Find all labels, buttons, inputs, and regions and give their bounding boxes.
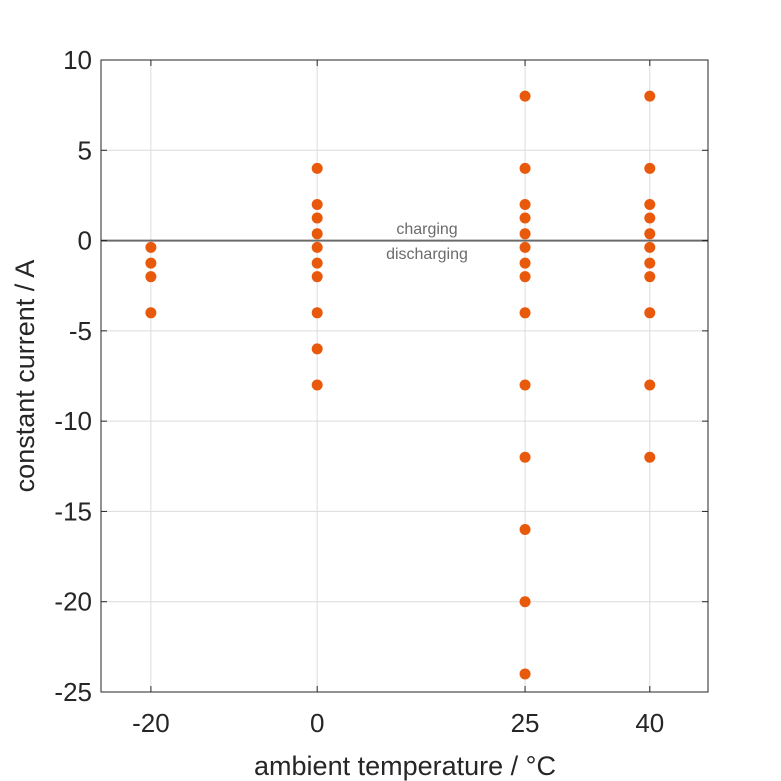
data-point: [311, 307, 323, 319]
data-point: [519, 228, 531, 240]
data-point: [311, 241, 323, 253]
data-point: [519, 198, 531, 210]
y-tick-label: 5: [78, 135, 92, 165]
data-point: [644, 271, 656, 283]
annotation-discharging: discharging: [386, 246, 468, 263]
data-point: [519, 379, 531, 391]
x-tick-label: 0: [310, 708, 324, 738]
data-point: [311, 198, 323, 210]
x-tick-label: 25: [511, 708, 540, 738]
plot-background: [101, 60, 708, 692]
data-point: [145, 241, 157, 253]
x-tick-label: -20: [132, 708, 170, 738]
data-point: [644, 379, 656, 391]
tick-marks: [101, 59, 708, 693]
data-point: [519, 307, 531, 319]
data-point: [519, 241, 531, 253]
y-tick-label: 0: [78, 226, 92, 256]
data-point: [145, 271, 157, 283]
data-point: [519, 162, 531, 174]
data-point: [644, 257, 656, 269]
tick-labels: -20 0 25 40 10 5 0 -5 -10 -15 -20 -25: [54, 45, 664, 738]
data-point: [145, 307, 157, 319]
data-point: [644, 228, 656, 240]
data-point: [519, 212, 531, 224]
data-point: [145, 257, 157, 269]
y-tick-label: -15: [54, 496, 92, 526]
x-tick-label: 40: [635, 708, 664, 738]
data-point: [519, 271, 531, 283]
data-point: [644, 212, 656, 224]
data-point: [519, 668, 531, 680]
y-tick-label: -5: [69, 316, 92, 346]
data-point: [311, 212, 323, 224]
plot-frame: [100, 59, 709, 693]
data-point: [311, 271, 323, 283]
data-point: [644, 451, 656, 463]
data-point: [519, 596, 531, 608]
y-tick-label: -25: [54, 677, 92, 707]
data-point: [311, 379, 323, 391]
data-point: [644, 307, 656, 319]
data-point: [311, 343, 323, 355]
data-points: [145, 90, 656, 680]
y-tick-label: -10: [54, 406, 92, 436]
data-point: [519, 523, 531, 535]
y-tick-label: 10: [63, 45, 92, 75]
data-point: [644, 198, 656, 210]
x-axis-title: ambient temperature / °C: [254, 751, 556, 781]
y-tick-label: -20: [54, 587, 92, 617]
annotation-charging: charging: [396, 221, 457, 238]
data-point: [644, 241, 656, 253]
y-axis-title: constant current / A: [10, 260, 40, 493]
data-point: [519, 90, 531, 102]
data-point: [644, 90, 656, 102]
data-point: [519, 451, 531, 463]
data-point: [311, 257, 323, 269]
data-point: [311, 162, 323, 174]
data-point: [519, 257, 531, 269]
data-point: [311, 228, 323, 240]
data-point: [644, 162, 656, 174]
